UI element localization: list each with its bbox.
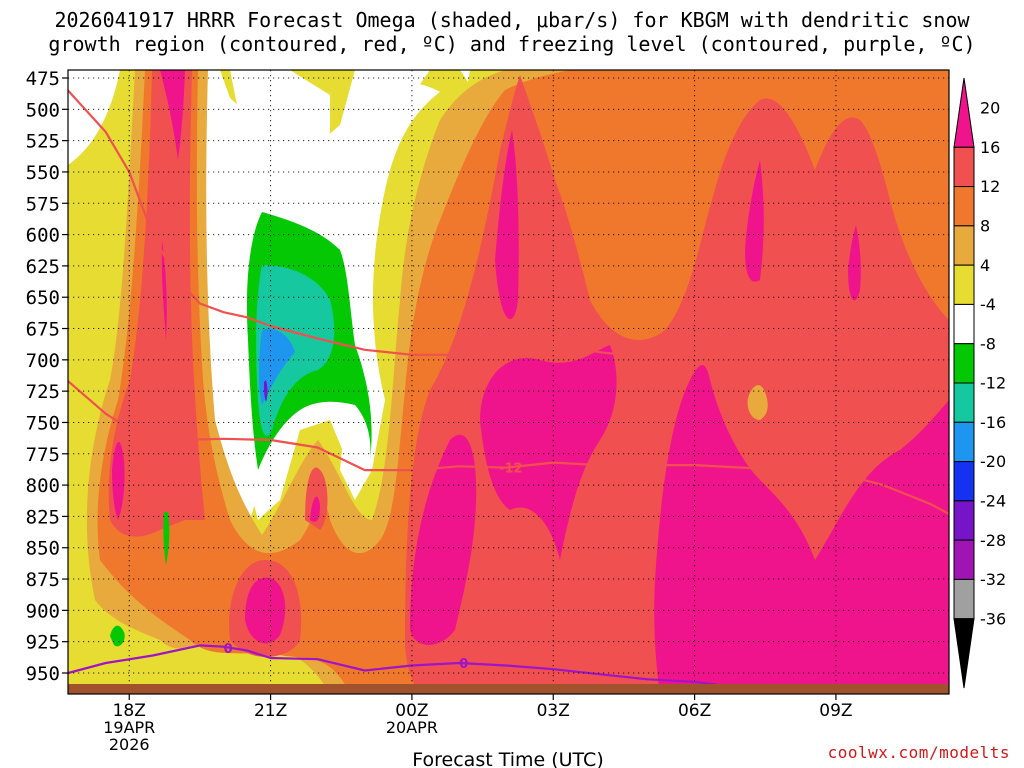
y-tick-label: 500 — [26, 99, 60, 121]
chart-title-line-2: growth region (contoured, red, ºC) and f… — [48, 32, 976, 56]
colorbar-label: 4 — [980, 256, 990, 275]
colorbar-label: -4 — [980, 295, 996, 314]
colorbar-swatch — [953, 500, 975, 541]
terrain-strip — [68, 684, 949, 694]
colorbar-swatch — [953, 264, 975, 305]
x-tick-label: 18Z — [113, 701, 146, 721]
omega-shading — [68, 70, 949, 694]
y-tick-label: 525 — [26, 131, 60, 153]
y-tick-label: 600 — [26, 225, 60, 247]
y-tick-label: 475 — [26, 68, 60, 90]
omega-fill-neg12-16 — [259, 328, 295, 405]
contour-label: -18 — [542, 336, 566, 351]
colorbar-label: -24 — [980, 492, 1006, 511]
colorbar-swatch — [953, 225, 975, 266]
y-tick-label: 850 — [26, 538, 60, 560]
x-axis-label: Forecast Time (UTC) — [412, 749, 603, 768]
x-tick-label: 21Z — [254, 701, 287, 721]
omega-fill-gt20 — [112, 70, 949, 694]
colorbar-swatch — [953, 461, 975, 502]
y-tick-label: 725 — [26, 381, 60, 403]
colorbar-swatch — [953, 382, 975, 423]
x-tick-label: 19APR — [103, 718, 155, 737]
colorbar-bottom-arrow — [953, 618, 975, 689]
y-tick-label: 650 — [26, 287, 60, 309]
colorbar-label: 16 — [980, 138, 1000, 157]
omega-fill-white — [190, 70, 470, 520]
colorbar-label: 20 — [980, 99, 1000, 118]
colorbar-swatch — [953, 421, 975, 463]
contour-label: 0 — [459, 657, 468, 672]
colorbar-swatch — [953, 186, 975, 227]
y-tick-label: 925 — [26, 632, 60, 654]
x-tick-label: 09Z — [819, 701, 852, 721]
colorbar: 20 16 12 8 4 -4 -8 -12 -16 -20 -24 -28 -32 -36 — [953, 77, 1006, 689]
y-tick-label: 950 — [26, 663, 60, 685]
contour-freezing-level — [68, 644, 742, 690]
y-tick-label: 675 — [26, 319, 60, 341]
colorbar-label: -36 — [980, 609, 1006, 628]
y-tick-label: 900 — [26, 600, 60, 622]
colorbar-label: -8 — [980, 334, 996, 353]
colorbar-label: -12 — [980, 374, 1006, 393]
y-tick-label: 825 — [26, 506, 60, 528]
y-tick-label: 875 — [26, 569, 60, 591]
y-tick-label: 800 — [26, 475, 60, 497]
chart-title-line-1: 2026041917 HRRR Forecast Omega (shaded, … — [54, 8, 970, 32]
contour-label: -12 — [499, 462, 523, 477]
y-tick-label: 625 — [26, 256, 60, 278]
credit-text: coolwx.com/modelts — [827, 743, 1010, 762]
plot-frame — [67, 69, 950, 695]
colorbar-label: -16 — [980, 413, 1006, 432]
colorbar-swatch — [953, 578, 975, 620]
colorbar-label: -32 — [980, 570, 1006, 589]
colorbar-top-arrow — [953, 77, 975, 148]
colorbar-label: 12 — [980, 177, 1000, 196]
y-tick-label: 775 — [26, 444, 60, 466]
contour-dendritic-upper — [68, 89, 949, 376]
y-tick-label: 750 — [26, 412, 60, 434]
contour-lines — [68, 89, 949, 690]
x-tick-label: 03Z — [537, 701, 570, 721]
y-tick-label: 700 — [26, 350, 60, 372]
x-tick-label: 00Z — [395, 701, 428, 721]
omega-fill-neg8-12 — [256, 265, 335, 436]
colorbar-swatch — [953, 303, 975, 345]
colorbar-swatch — [953, 146, 975, 188]
contour-label: 0 — [224, 642, 233, 657]
y-tick-label: 550 — [26, 162, 60, 184]
contour-dendritic-lower — [68, 380, 949, 515]
colorbar-label: 8 — [980, 217, 990, 236]
x-tick-label: 20APR — [386, 718, 438, 737]
colorbar-label: -28 — [980, 531, 1006, 550]
y-tick-label: 575 — [26, 193, 60, 215]
contour-labels: -18 -12 0 0 — [224, 336, 565, 672]
colorbar-label: -20 — [980, 452, 1006, 471]
omega-fill-12-16-spot — [747, 385, 768, 420]
colorbar-swatch — [953, 539, 975, 580]
colorbar-swatch — [953, 343, 975, 384]
y-axis: 475 500 525 550 575 600 625 650 675 700 725 750 775 8… — [26, 68, 68, 685]
omega-fill-neg24-28 — [264, 380, 268, 402]
grid-lines — [68, 70, 949, 694]
x-tick-label: 2026 — [109, 735, 150, 754]
x-tick-label: 06Z — [678, 701, 711, 721]
